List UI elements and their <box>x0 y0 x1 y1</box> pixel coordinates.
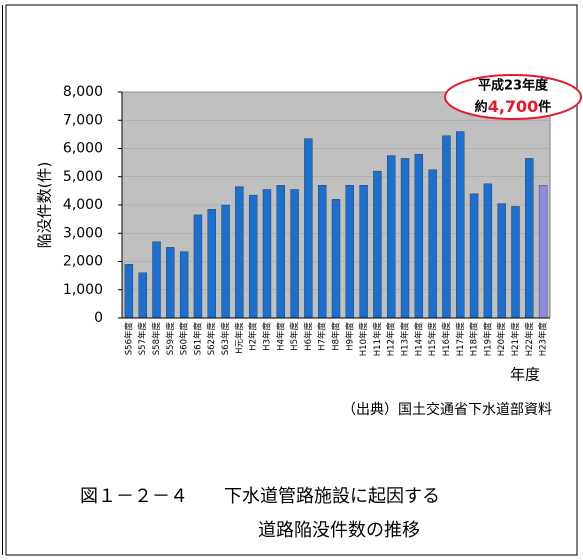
x-tick-label: H9年度 <box>344 322 355 351</box>
x-tick-label: S57年度 <box>137 322 148 356</box>
x-tick-label: H18年度 <box>469 322 480 357</box>
x-tick-label: S61年度 <box>192 322 203 356</box>
y-tick-label: 4,000 <box>63 197 103 213</box>
x-tick-label: H8年度 <box>331 322 342 351</box>
x-tick-label: S63年度 <box>220 322 231 356</box>
x-tick-label: H13年度 <box>400 322 411 357</box>
bar <box>483 183 493 319</box>
bar <box>400 158 410 319</box>
bar <box>235 186 244 319</box>
x-tick-label: H19年度 <box>482 322 493 357</box>
caption: 図１－２－４ 下水道管路施設に起因する <box>80 486 440 507</box>
x-tick-label: S58年度 <box>151 322 162 356</box>
bar <box>138 272 147 319</box>
bar <box>221 204 230 319</box>
x-tick-label: H6年度 <box>303 322 314 351</box>
x-tick-label: H3年度 <box>261 322 272 351</box>
x-tick-label: H21年度 <box>510 322 521 357</box>
bar <box>525 158 534 319</box>
x-tick-label: H16年度 <box>441 322 452 357</box>
bar <box>248 194 258 319</box>
y-tick-label: 2,000 <box>63 254 103 270</box>
x-tick-label: H元年度 <box>234 322 245 354</box>
annotation-text: 約4,700件 <box>475 97 552 116</box>
bar <box>373 170 382 319</box>
x-tick-label: H22年度 <box>524 322 535 357</box>
bar <box>304 138 313 319</box>
bar <box>166 247 175 319</box>
y-tick-label: 5,000 <box>63 169 103 185</box>
bar <box>290 189 299 319</box>
x-tick-label: S62年度 <box>206 322 217 356</box>
x-tick-label: H20年度 <box>496 322 507 357</box>
bar <box>469 193 479 319</box>
y-tick-label: 6,000 <box>63 141 103 157</box>
bar <box>497 203 506 319</box>
x-tick-label: S59年度 <box>165 322 176 356</box>
bar <box>331 199 341 319</box>
x-tick-label: H23年度 <box>538 322 549 357</box>
y-tick-label: 7,000 <box>63 112 103 128</box>
x-tick-label: S56年度 <box>123 322 134 356</box>
x-tick-label: H17年度 <box>455 322 466 357</box>
x-tick-label: H5年度 <box>289 322 300 351</box>
bar <box>538 185 548 319</box>
bar <box>207 209 216 319</box>
bar <box>387 155 396 319</box>
x-tick-label: H14年度 <box>413 322 424 357</box>
y-tick-label: 8,000 <box>63 84 103 100</box>
bar <box>179 251 189 319</box>
y-tick-label: 0 <box>94 310 103 326</box>
x-tick-label: H7年度 <box>317 322 328 351</box>
y-tick-label: 1,000 <box>63 282 103 298</box>
bar <box>345 185 355 319</box>
bars <box>122 91 550 319</box>
annotation-text: 平成23年度 <box>478 78 549 94</box>
caption: 道路陥没件数の推移 <box>258 520 420 541</box>
bar <box>442 135 451 319</box>
bar <box>511 206 520 319</box>
annotation-bubble <box>444 74 582 120</box>
y-axis-label: 陥没件数(件) <box>36 162 54 249</box>
bar <box>276 185 285 319</box>
bar <box>124 264 134 319</box>
x-tick-label: H4年度 <box>275 322 286 351</box>
y-tick-label: 3,000 <box>63 225 103 241</box>
x-tick-label: H2年度 <box>248 322 259 351</box>
source: （出典）国土交通省下水道部資料 <box>342 401 552 418</box>
bar <box>359 185 368 319</box>
bar <box>262 189 272 319</box>
x-tick-label: S60年度 <box>179 322 190 356</box>
x-axis-label: 年度 <box>510 366 540 384</box>
x-tick-label: H12年度 <box>386 322 397 357</box>
bar <box>456 131 465 319</box>
bar <box>414 153 424 319</box>
x-tick-label: H15年度 <box>427 322 438 357</box>
bar <box>428 169 437 319</box>
x-tick-label: H11年度 <box>372 322 383 357</box>
x-tick-label: H10年度 <box>358 322 369 357</box>
bar <box>317 185 327 319</box>
bar <box>193 214 203 319</box>
bar <box>152 241 161 319</box>
